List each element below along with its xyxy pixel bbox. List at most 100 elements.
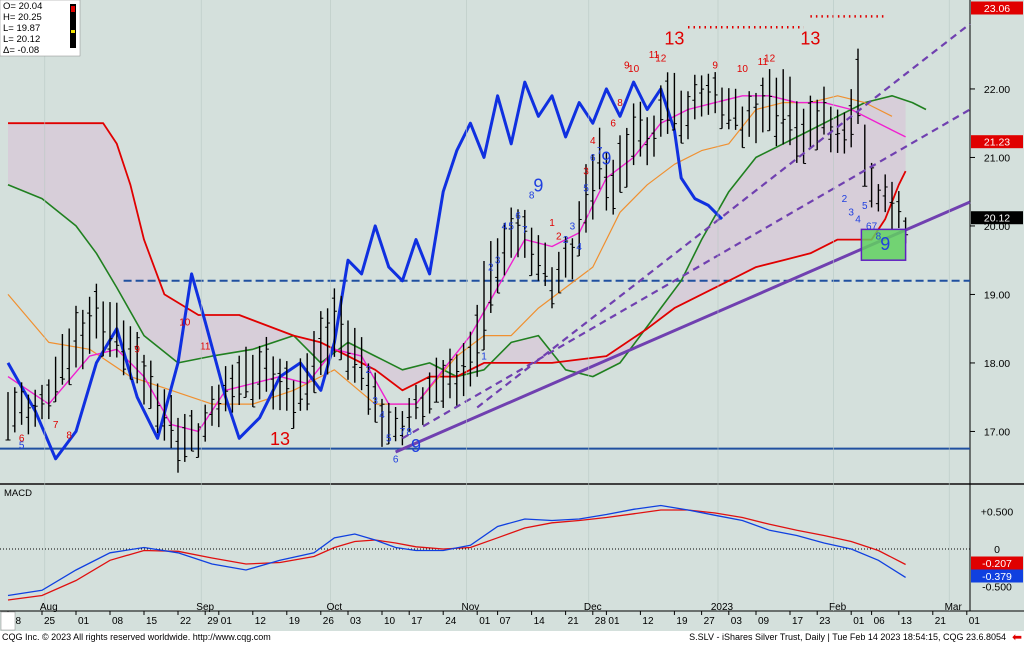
price-bar — [80, 309, 86, 370]
day-label: 12 — [642, 616, 654, 627]
macd-badge-label: -0.379 — [982, 571, 1012, 583]
instrument-info: S.SLV - iShares Silver Trust, Daily | Tu… — [689, 632, 1006, 642]
highlight-box — [860, 228, 907, 261]
price-bar — [821, 86, 827, 135]
price-bar — [467, 331, 473, 387]
macd-badge — [971, 569, 1023, 583]
red-setup-count: 12 — [655, 54, 667, 65]
day-label: 08 — [112, 616, 124, 627]
price-bar — [807, 95, 813, 149]
price-bar — [665, 72, 671, 134]
day-label: 19 — [289, 616, 301, 627]
day-label: 17 — [792, 616, 804, 627]
price-bar — [372, 372, 378, 423]
price-bar — [12, 387, 18, 433]
scroll-left-icon[interactable]: ⬅ — [1011, 630, 1022, 644]
blue-setup-count: 9 — [880, 234, 890, 254]
price-bar — [658, 85, 664, 137]
quote-open: O= 20.04 — [3, 1, 42, 12]
price-bar — [114, 302, 120, 358]
price-bar — [617, 135, 623, 193]
blue-setup-count: 8 — [529, 191, 535, 202]
price-bar — [495, 238, 501, 294]
day-label: 01 — [969, 616, 981, 627]
price-bar — [862, 124, 868, 187]
price-bar — [542, 242, 548, 286]
blue-setup-count: 2 — [842, 194, 848, 205]
price-bar — [583, 164, 589, 233]
day-label: 17 — [411, 616, 423, 627]
price-bar — [39, 384, 45, 420]
price-bar — [189, 410, 195, 452]
price-bar — [841, 112, 847, 154]
ichimoku-cloud — [8, 95, 906, 391]
price-bar — [73, 305, 79, 368]
blue-setup-count: 1 — [481, 352, 487, 363]
price-bar — [481, 260, 487, 351]
blue-setup-count: 2 — [488, 262, 494, 273]
price-bar — [474, 304, 480, 377]
month-label: Nov — [462, 602, 480, 613]
day-label: 23 — [819, 616, 831, 627]
day-label: 15 — [146, 616, 158, 627]
price-bar — [508, 207, 514, 258]
blue-setup-count: 2 — [366, 365, 372, 376]
price-bar — [331, 288, 337, 357]
price-bar — [161, 389, 167, 441]
price-bar — [869, 162, 875, 208]
price-bar — [175, 417, 181, 473]
month-label: 2023 — [711, 602, 734, 613]
price-bar — [134, 331, 140, 384]
red-setup-count: 13 — [800, 28, 820, 48]
price-bar — [32, 389, 38, 427]
price-bar — [515, 209, 521, 258]
price-bar — [46, 379, 52, 420]
price-bar — [726, 88, 732, 130]
price-bar — [814, 99, 820, 151]
price-bar — [223, 366, 229, 412]
price-bar — [889, 181, 895, 230]
price-bar — [141, 354, 147, 405]
blue-setup-count: 6 — [393, 454, 399, 465]
month-label: Oct — [327, 602, 343, 613]
price-bar — [535, 235, 541, 281]
price-bar — [257, 345, 263, 400]
price-bar — [325, 308, 331, 375]
day-label: 22 — [180, 616, 192, 627]
price-bar — [753, 92, 759, 144]
day-label: 12 — [255, 616, 267, 627]
blue-setup-count: 9 — [411, 436, 421, 456]
blue-setup-count: 4 — [576, 242, 582, 253]
red-setup-count: 9 — [134, 345, 140, 356]
price-bar — [291, 380, 297, 429]
macd-tick-label: -0.500 — [982, 582, 1012, 594]
blue-setup-count: 9 — [533, 176, 543, 196]
price-badge — [971, 135, 1023, 149]
price-bar — [705, 73, 711, 115]
day-label: 09 — [758, 616, 770, 627]
red-setup-count: 8 — [66, 430, 72, 441]
price-bar — [202, 404, 208, 442]
day-label: 27 — [704, 616, 716, 627]
day-label: 29 — [207, 616, 219, 627]
blue-moving-average-line — [6, 80, 724, 461]
price-bar — [195, 423, 201, 458]
price-bar — [406, 397, 412, 433]
price-bar — [461, 343, 467, 397]
price-bar — [556, 251, 562, 294]
date-axis-corner — [0, 611, 16, 631]
trend-lines — [395, 23, 971, 454]
red-setup-count: 8 — [617, 98, 623, 109]
macd-panel — [0, 485, 970, 611]
blue-setup-count: 5 — [386, 434, 392, 445]
red-setup-count: 10 — [737, 64, 749, 75]
blue-setup-count: 2 — [563, 235, 569, 246]
month-label: Dec — [584, 602, 602, 613]
price-bar — [576, 201, 582, 257]
red-setup-count: 11 — [649, 50, 660, 61]
red-setup-count: 9 — [624, 60, 630, 71]
blue-setup-count: 7 — [522, 225, 528, 236]
price-bar — [835, 109, 841, 153]
price-bar — [610, 159, 616, 215]
price-bar — [433, 357, 439, 403]
